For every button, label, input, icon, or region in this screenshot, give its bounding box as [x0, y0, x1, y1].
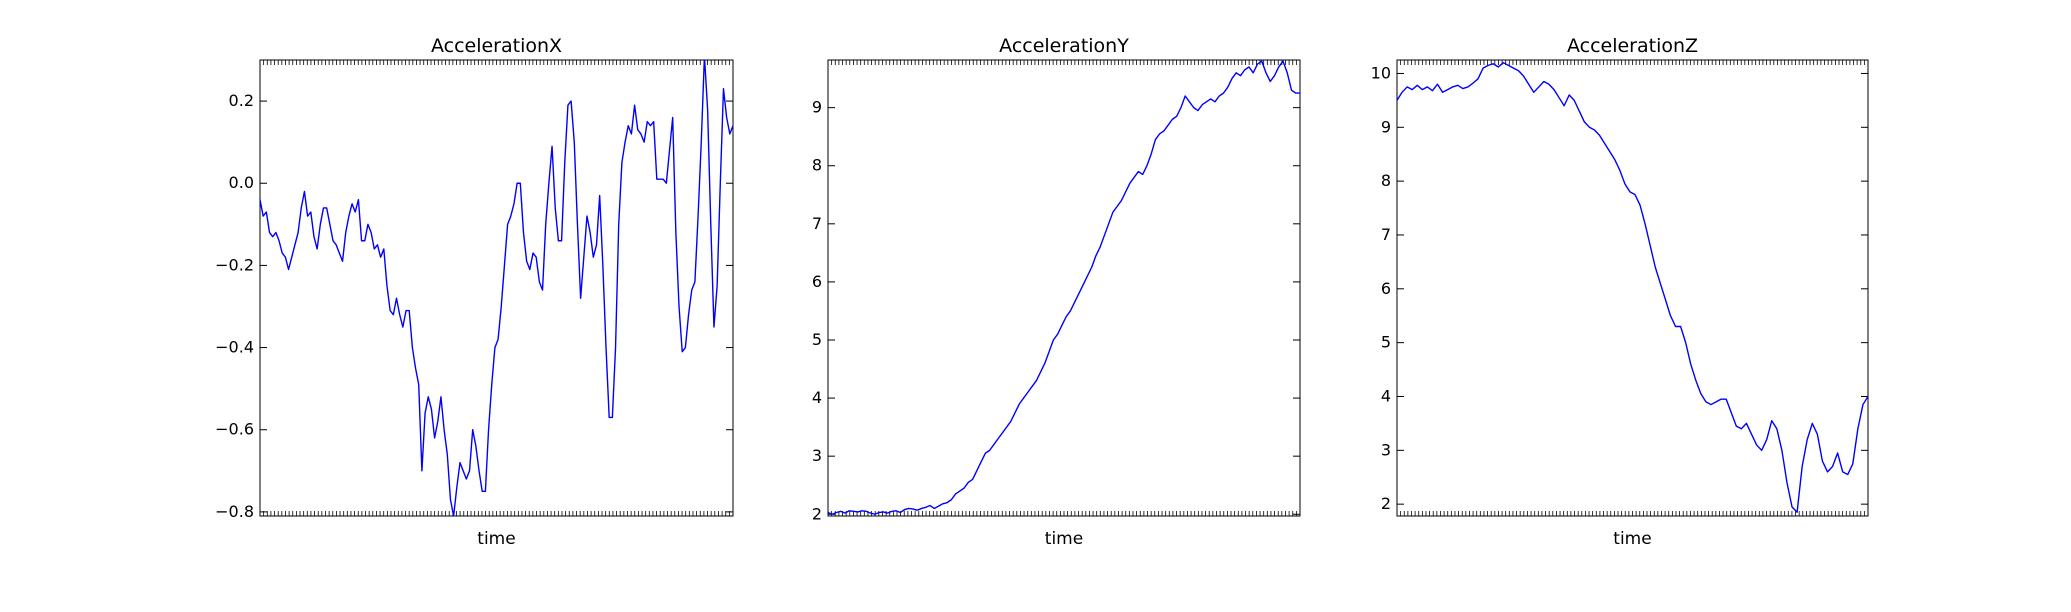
x-axis-label: time	[1613, 529, 1651, 549]
y-tick-label: −0.2	[215, 255, 254, 274]
y-tick-label: 0.0	[229, 173, 254, 192]
y-tick-label: −0.6	[215, 420, 254, 439]
series-line-1	[1397, 61, 1868, 513]
y-tick-label: 5	[1381, 333, 1391, 352]
y-tick-label: 10	[1371, 63, 1391, 82]
y-tick-label: 5	[812, 330, 822, 349]
subplot-3: 10 9 8 7 6 5 4 3 2 AccelerationZ time	[1371, 35, 1869, 549]
y-tick-label: 9	[812, 98, 822, 117]
y-tick-label: 4	[1381, 386, 1391, 405]
axes-frame	[1396, 59, 1869, 517]
chart-title: AccelerationX	[431, 35, 562, 57]
y-tick-label: −0.4	[215, 338, 254, 357]
y-tick-label: 3	[812, 446, 822, 465]
series-line-1	[260, 60, 733, 516]
axes-frame	[827, 59, 1301, 517]
y-tick-label: 7	[812, 214, 822, 233]
y-tick-label: 8	[1381, 171, 1391, 190]
x-axis-label: time	[1045, 529, 1083, 549]
subplot-2: 9 8 7 6 5 4 3 2 AccelerationY time	[812, 35, 1301, 549]
y-tick-label: 4	[812, 388, 822, 407]
y-tick-label: 0.2	[229, 91, 254, 110]
y-tick-label: 6	[812, 272, 822, 291]
y-tick-label: 7	[1381, 225, 1391, 244]
axes-frame	[259, 59, 734, 517]
y-tick-label: 2	[812, 504, 822, 523]
chart-title: AccelerationY	[999, 35, 1129, 57]
y-tick-label: −0.8	[215, 502, 254, 521]
y-tick-label: 2	[1381, 494, 1391, 513]
y-tick-label: 8	[812, 156, 822, 175]
subplot-1: 0.2 0.0 −0.2 −0.4 −0.6 −0.8 AccelerationX time	[215, 35, 734, 549]
y-tick-label: 6	[1381, 279, 1391, 298]
y-tick-label: 9	[1381, 117, 1391, 136]
y-tick-label: 3	[1381, 440, 1391, 459]
series-line-1	[828, 60, 1300, 515]
x-axis-label: time	[477, 529, 515, 549]
chart-title: AccelerationZ	[1567, 35, 1698, 57]
